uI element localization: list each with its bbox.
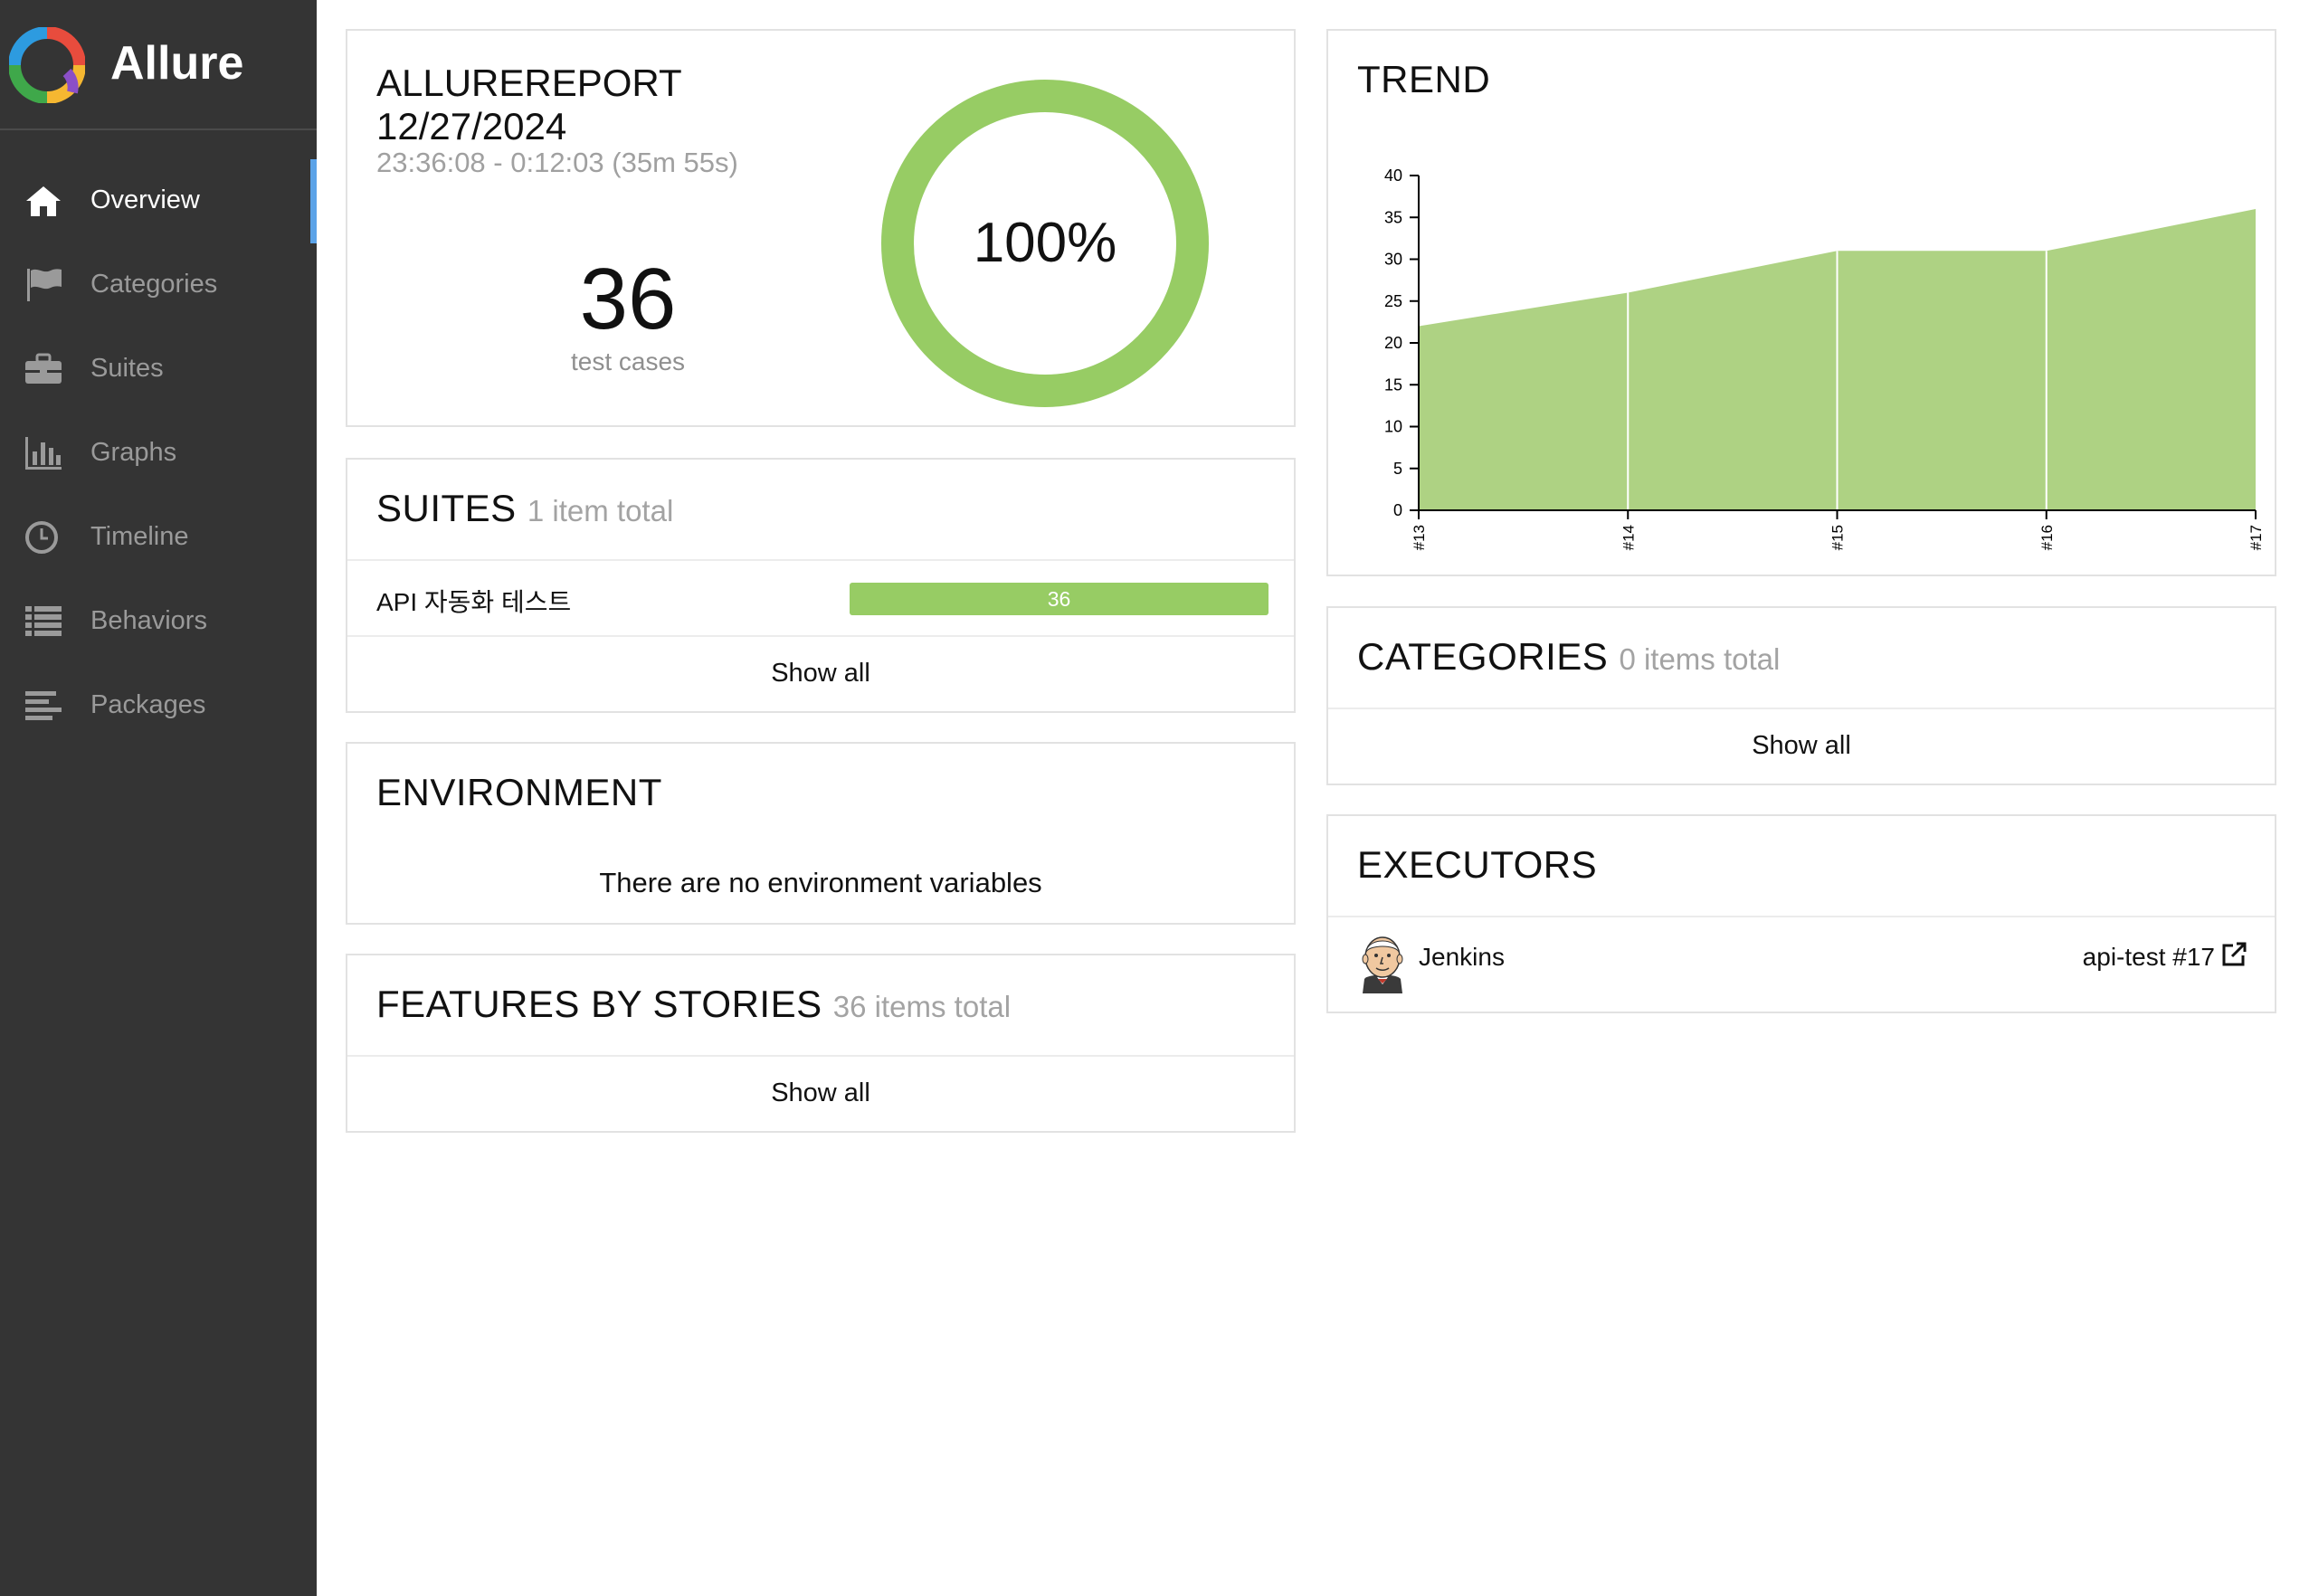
sidebar-item-timeline[interactable]: Timeline [0,496,317,580]
list-icon [25,606,62,636]
suites-title: SUITES 1 item total [376,487,674,529]
sidebar-item-label: Overview [90,185,200,214]
report-name: ALLUREREPORT [376,62,682,104]
bar-chart-icon [25,437,62,470]
sidebar-item-label: Suites [90,354,164,383]
trend-x-tick-label: #13 [1411,525,1428,550]
divider [347,635,1294,637]
features-count: 36 items total [832,990,1012,1023]
trend-title: TREND [1357,58,1491,100]
sidebar-item-label: Timeline [90,522,189,551]
sidebar-item-label: Packages [90,690,206,719]
categories-widget: CATEGORIES 0 items total Show all [1326,606,2276,785]
briefcase-icon [25,353,62,384]
clock-icon [25,521,58,554]
sidebar-item-suites[interactable]: Suites [0,328,317,412]
external-link-icon[interactable] [2220,941,2247,968]
sidebar-item-packages[interactable]: Packages [0,664,317,748]
categories-show-all-link[interactable]: Show all [1752,731,1851,760]
executors-title: EXECUTORS [1357,843,1598,886]
features-show-all-link[interactable]: Show all [771,1078,870,1107]
suites-count: 1 item total [527,494,674,527]
sidebar-item-graphs[interactable]: Graphs [0,412,317,496]
divider [347,1055,1294,1057]
executor-build-link[interactable]: api-test #17 [2082,943,2215,971]
divider [1328,916,2275,917]
categories-title: CATEGORIES 0 items total [1357,635,1781,678]
categories-count: 0 items total [1619,642,1781,676]
divider [347,559,1294,561]
sidebar-item-behaviors[interactable]: Behaviors [0,580,317,664]
trend-y-tick-label: 20 [1384,334,1402,352]
trend-widget: TREND 0 5 10 15 20 25 30 35 40 #13 #14 #15 #16 #17 [1326,29,2276,576]
report-title: ALLUREREPORT 12/27/2024 [376,62,682,148]
trend-y-tick-label: 25 [1384,292,1402,310]
features-title: FEATURES BY STORIES 36 items total [376,983,1012,1025]
sidebar-item-label: Behaviors [90,606,207,635]
trend-x-tick-label: #15 [1829,525,1847,550]
trend-y-tick-label: 35 [1384,208,1402,226]
trend-x-tick-label: #14 [1620,525,1637,550]
environment-empty-message: There are no environment variables [599,867,1042,898]
sidebar-item-overview[interactable]: Overview [0,159,317,243]
trend-y-tick-label: 5 [1393,460,1402,478]
sidebar: Allure Overview Categories Suites [0,0,317,1596]
sidebar-nav: Overview Categories Suites [0,159,317,748]
sidebar-item-label: Categories [90,270,218,299]
environment-widget: ENVIRONMENT There are no environment var… [346,742,1296,925]
report-time-range: 23:36:08 - 0:12:03 (35m 55s) [376,147,738,178]
report-date: 12/27/2024 [376,105,567,147]
test-count: 36 [579,251,677,347]
trend-chart[interactable]: 0 5 10 15 20 25 30 35 40 #13 #14 #15 #16 #17 [1364,130,2269,574]
flag-icon [27,269,62,301]
executors-widget: EXECUTORS Jenkins api-test #17 [1326,814,2276,1013]
trend-y-tick-label: 15 [1384,375,1402,394]
sidebar-item-label: Graphs [90,438,177,467]
suites-widget: SUITES 1 item total API 자동화 테스트 36 Show … [346,458,1296,713]
brand-header: Allure [0,0,317,130]
sidebar-item-categories[interactable]: Categories [0,243,317,328]
align-left-icon [25,691,62,720]
trend-x-tick-label: #17 [2247,525,2265,550]
home-icon [26,186,61,216]
divider [1328,708,2275,709]
environment-title: ENVIRONMENT [376,771,662,813]
suite-name[interactable]: API 자동화 테스트 [376,588,572,616]
summary-widget: ALLUREREPORT 12/27/2024 23:36:08 - 0:12:… [346,29,1296,427]
allure-logo-icon [9,27,85,103]
suite-status-bar[interactable]: 36 [850,583,1269,615]
pass-rate-donut[interactable]: 100% [878,76,1212,411]
pass-rate-percent: 100% [974,212,1117,274]
jenkins-avatar-icon [1362,936,1403,993]
suites-show-all-link[interactable]: Show all [771,659,870,688]
executor-name: Jenkins [1419,943,1505,971]
test-count-label: test cases [570,347,686,375]
trend-y-tick-label: 0 [1393,501,1402,519]
trend-y-tick-label: 40 [1384,166,1402,185]
pass-rate-arc [881,80,1209,407]
trend-y-tick-label: 10 [1384,418,1402,436]
brand-name[interactable]: Allure [110,37,244,90]
trend-x-tick-label: #16 [2038,525,2056,550]
features-widget: FEATURES BY STORIES 36 items total Show … [346,954,1296,1133]
trend-y-tick-label: 30 [1384,251,1402,269]
